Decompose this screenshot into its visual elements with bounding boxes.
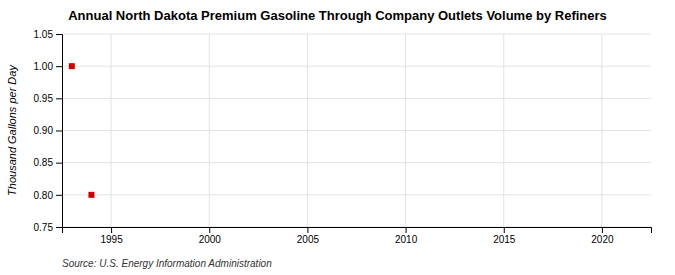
grid-line (62, 130, 651, 131)
tick-label: 2020 (591, 234, 614, 245)
tick: 2020 (591, 227, 614, 245)
tick-mark (56, 34, 62, 35)
tick-label: 0.80 (34, 190, 54, 201)
tick-label: 2005 (297, 234, 320, 245)
tick-label: 2000 (199, 234, 222, 245)
plot: 1995 2000 2005 2010 2015 2020 0.75 0.80 0.85 0.90… (34, 29, 652, 245)
tick: 1.05 (34, 29, 62, 40)
tick: 1995 (100, 227, 123, 245)
tick: 2000 (199, 227, 222, 245)
axis-line (56, 35, 63, 228)
points (69, 63, 95, 198)
tick-label: 1.00 (34, 61, 54, 72)
tick-mark (602, 227, 603, 233)
grid-line (62, 98, 651, 99)
y-label: Thousand Gallons per Day (6, 64, 18, 196)
x-axis: 1995 2000 2005 2010 2015 2020 (63, 227, 652, 245)
axis-line (63, 228, 652, 234)
tick-label: 2010 (395, 234, 418, 245)
tick-label: 0.95 (34, 93, 54, 104)
tick-mark (56, 98, 62, 99)
tick: 0.95 (34, 93, 62, 104)
tick: 0.80 (34, 190, 62, 201)
tick-mark (307, 227, 308, 233)
tick-mark (56, 66, 62, 67)
point (69, 63, 75, 69)
tick-label: 1.05 (34, 29, 54, 40)
tick-mark (111, 227, 112, 233)
tick-mark (504, 227, 505, 233)
tick-label: 1995 (100, 234, 123, 245)
tick-label: 0.75 (34, 222, 54, 233)
y-axis: 0.75 0.80 0.85 0.90 0.95 1.00 1.05 (34, 29, 63, 233)
point (88, 192, 94, 198)
grid-line (307, 34, 308, 227)
tick: 1.00 (34, 61, 62, 72)
tick-mark (56, 131, 62, 132)
tick: 0.85 (34, 157, 62, 168)
grid-line (62, 194, 651, 195)
grid-line (209, 34, 210, 227)
tick-mark (56, 163, 62, 164)
tick-mark (209, 227, 210, 233)
annotation: Source: U.S. Energy Information Administ… (62, 258, 272, 269)
tick: 2010 (395, 227, 418, 245)
chart: 1995 2000 2005 2010 2015 2020 0.75 0.80 0.85 0.90… (0, 0, 675, 275)
tick: 2005 (297, 227, 320, 245)
grid-line (503, 34, 504, 227)
tick-mark (56, 227, 62, 228)
title: Annual North Dakota Premium Gasoline Thr… (68, 8, 607, 23)
tick: 2015 (493, 227, 516, 245)
grid-line (601, 34, 602, 227)
grid-line (62, 66, 651, 67)
grid-line (405, 34, 406, 227)
grid-line (62, 162, 651, 163)
tick-mark (406, 227, 407, 233)
tick-mark (56, 195, 62, 196)
tick-label: 2015 (493, 234, 516, 245)
grid (62, 34, 651, 227)
tick: 0.90 (34, 125, 62, 136)
tick: 0.75 (34, 222, 62, 233)
tick-label: 0.85 (34, 157, 54, 168)
tick-label: 0.90 (34, 125, 54, 136)
grid-line (111, 34, 112, 227)
grid-line (62, 34, 651, 35)
